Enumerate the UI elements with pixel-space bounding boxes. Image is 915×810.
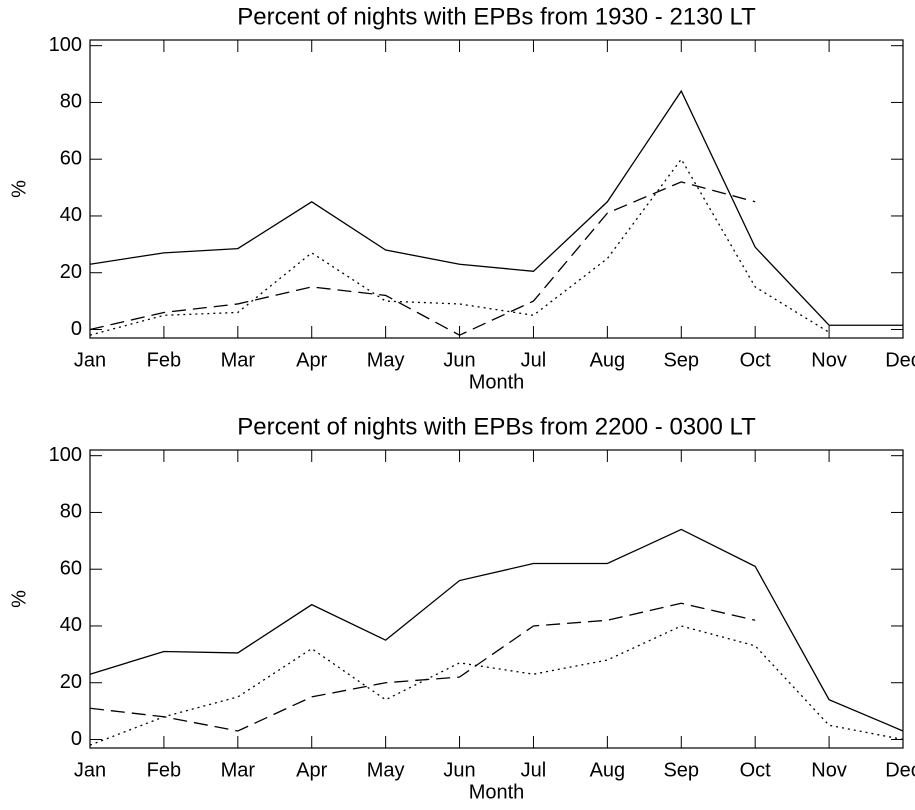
x-tick-label: Jun (443, 759, 475, 781)
x-tick-label: Feb (147, 349, 181, 371)
x-tick-label: Dec (885, 349, 915, 371)
y-tick-label: 80 (60, 91, 82, 113)
x-tick-label: Jul (521, 349, 547, 371)
x-tick-label: Oct (740, 759, 772, 781)
x-tick-label: Jan (74, 759, 106, 781)
x-tick-label: Jun (443, 349, 475, 371)
x-tick-label: Nov (811, 759, 847, 781)
x-tick-label: May (367, 759, 405, 781)
chart-title: Percent of nights with EPBs from 1930 - … (237, 3, 756, 30)
y-axis-label: % (8, 590, 30, 608)
x-tick-label: Jul (521, 759, 547, 781)
x-tick-label: Jan (74, 349, 106, 371)
y-tick-label: 20 (60, 261, 82, 283)
x-tick-label: Aug (590, 349, 626, 371)
y-tick-label: 40 (60, 614, 82, 636)
series-line (89, 602, 756, 732)
x-tick-label: Mar (221, 759, 256, 781)
plot-frame (89, 39, 904, 339)
y-tick-label: 100 (49, 34, 82, 56)
x-tick-label: Dec (885, 759, 915, 781)
series-line (89, 528, 904, 732)
series-line (89, 89, 903, 326)
y-tick-label: 100 (49, 444, 82, 466)
x-tick-label: Feb (147, 759, 181, 781)
y-tick-label: 0 (71, 318, 82, 340)
x-tick-label: Oct (740, 349, 772, 371)
chart-title: Percent of nights with EPBs from 2200 - … (237, 413, 756, 440)
y-tick-label: 20 (60, 671, 82, 693)
x-tick-label: Aug (590, 759, 626, 781)
y-tick-label: 60 (60, 557, 82, 579)
x-tick-label: Apr (296, 349, 327, 371)
x-tick-label: Sep (663, 759, 699, 781)
y-tick-label: 40 (60, 204, 82, 226)
series-line (89, 181, 756, 336)
series-line (89, 625, 904, 746)
y-tick-label: 0 (71, 728, 82, 750)
x-axis-label: Month (469, 371, 525, 393)
x-tick-label: Sep (663, 349, 699, 371)
x-tick-label: Nov (811, 349, 847, 371)
y-tick-label: 60 (60, 147, 82, 169)
x-tick-label: Mar (221, 349, 256, 371)
x-tick-label: Apr (296, 759, 327, 781)
x-tick-label: May (367, 349, 405, 371)
x-axis-label: Month (469, 781, 525, 803)
plot-frame (89, 449, 904, 749)
y-tick-label: 80 (60, 501, 82, 523)
y-axis-label: % (8, 180, 30, 198)
